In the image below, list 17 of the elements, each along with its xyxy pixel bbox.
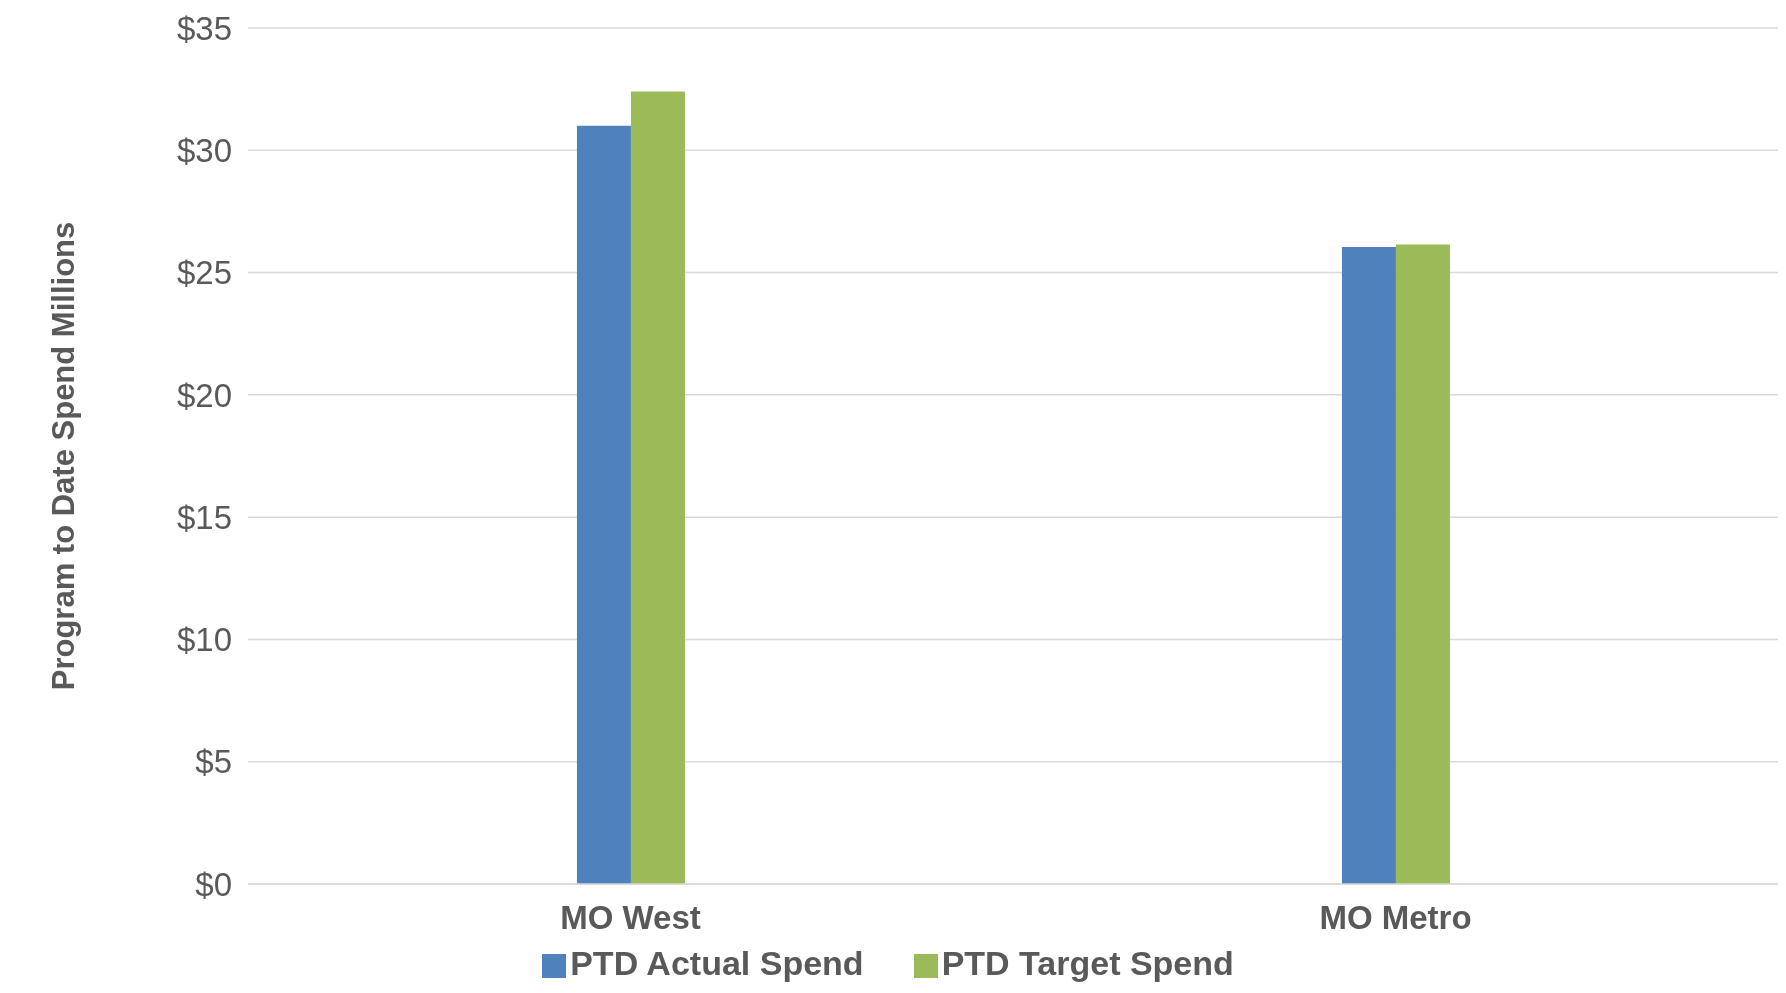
legend-label: PTD Target Spend: [941, 944, 1234, 982]
x-tick-label: MO West: [560, 899, 701, 937]
bar: [1341, 246, 1396, 884]
y-tick-label: $20: [176, 376, 232, 414]
bar: [1395, 244, 1450, 884]
legend-label: PTD Actual Spend: [570, 944, 864, 982]
bar: [630, 91, 685, 884]
bar: [576, 125, 631, 884]
y-tick-label: $15: [176, 498, 232, 536]
y-tick-label: $0: [195, 865, 232, 903]
y-tick-label: $10: [176, 621, 232, 659]
y-tick-label: $25: [176, 254, 232, 292]
x-tick-label: MO Metro: [1319, 899, 1472, 937]
y-tick-label: $30: [176, 132, 232, 169]
y-tick-label: $35: [176, 9, 232, 47]
y-axis-title: Program to Date Spend Millions: [46, 221, 82, 691]
y-tick-label: $5: [195, 743, 232, 781]
